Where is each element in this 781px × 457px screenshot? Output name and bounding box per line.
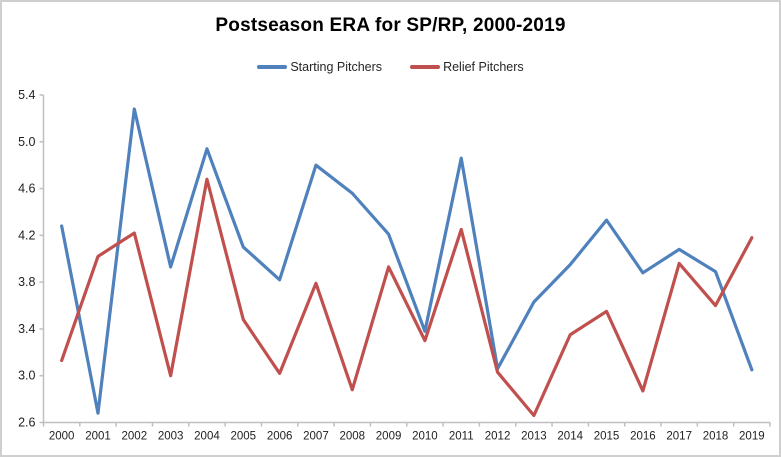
x-tick-label: 2004 — [194, 431, 220, 443]
legend-item-relief-pitchers: Relief Pitchers — [410, 60, 524, 74]
legend-line-swatch-red-icon — [410, 65, 441, 69]
y-tick-label: 5.0 — [18, 135, 35, 149]
series-line-starting-pitchers — [60, 107, 754, 415]
y-tick-label: 4.6 — [18, 182, 35, 196]
y-tick-label: 4.2 — [18, 228, 35, 242]
y-tick-label: 2.6 — [18, 416, 35, 430]
x-tick-label: 2011 — [449, 431, 474, 443]
x-tick-label: 2007 — [303, 431, 329, 443]
x-tick-label: 2003 — [158, 431, 184, 443]
x-tick-label: 2014 — [557, 431, 583, 443]
y-tick-label: 3.0 — [18, 369, 35, 383]
x-tick-label: 2017 — [666, 431, 692, 443]
chart-title: Postseason ERA for SP/RP, 2000-2019 — [215, 15, 566, 36]
x-tick-label: 2001 — [85, 431, 111, 443]
y-tick-label: 3.4 — [18, 322, 35, 336]
legend-label: Relief Pitchers — [443, 60, 524, 74]
x-tick-label: 2008 — [339, 431, 365, 443]
legend-item-starting-pitchers: Starting Pitchers — [257, 60, 382, 74]
x-tick-label: 2000 — [49, 431, 75, 443]
x-tick-label: 2016 — [630, 431, 656, 443]
y-tick-label: 5.4 — [18, 88, 35, 102]
x-tick-label: 2019 — [739, 431, 765, 443]
x-tick-label: 2013 — [521, 431, 547, 443]
legend: Starting Pitchers Relief Pitchers — [2, 60, 779, 74]
legend-line-swatch-blue-icon — [257, 65, 288, 69]
x-tick-label: 2006 — [267, 431, 293, 443]
series-line-relief-pitchers — [60, 177, 754, 418]
x-tick-label: 2018 — [703, 431, 729, 443]
y-tick-label: 3.8 — [18, 275, 35, 289]
legend-label: Starting Pitchers — [290, 60, 383, 74]
x-tick-label: 2002 — [122, 431, 148, 443]
x-tick-label: 2010 — [412, 431, 438, 443]
x-tick-label: 2015 — [594, 431, 620, 443]
x-tick-label: 2005 — [230, 431, 256, 443]
x-tick-label: 2009 — [376, 431, 402, 443]
x-tick-label: 2012 — [485, 431, 511, 443]
